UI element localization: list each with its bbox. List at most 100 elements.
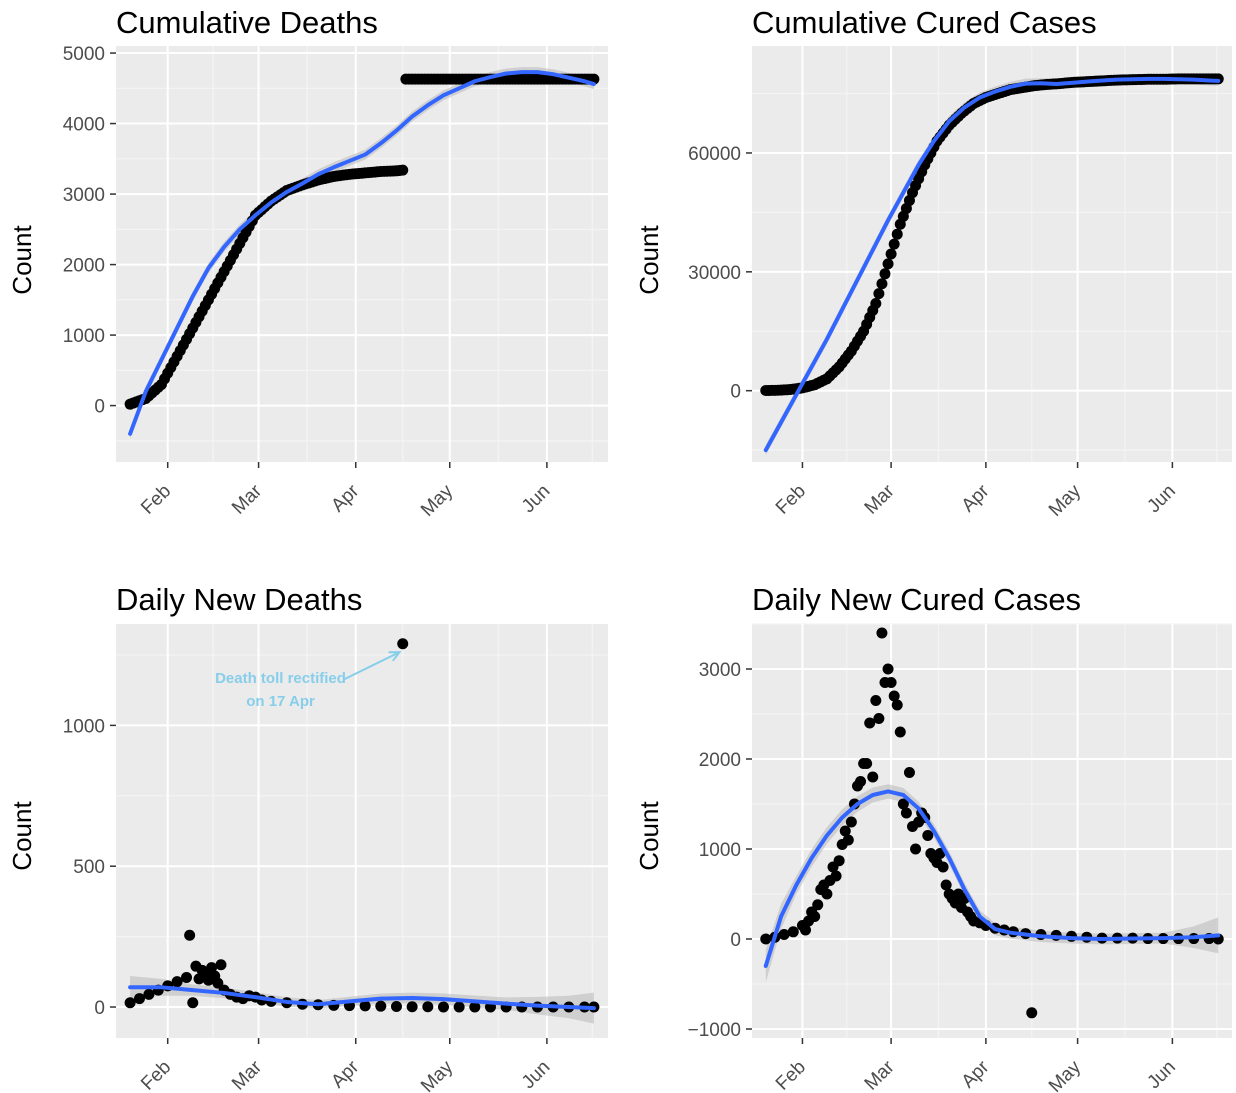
annotation: Death toll rectified on 17 Apr (215, 651, 402, 710)
data-point (940, 879, 952, 891)
data-point (842, 834, 854, 846)
data-point (359, 1000, 371, 1012)
smooth-line (128, 985, 596, 1011)
data-point (124, 997, 136, 1009)
data-point (888, 690, 900, 702)
data-point (181, 971, 193, 983)
y-axis-label: Count (634, 801, 664, 871)
data-point (1026, 1007, 1038, 1019)
data-point (882, 258, 894, 270)
data-point (152, 381, 164, 393)
y-axis-label: Count (634, 225, 664, 295)
data-point (916, 166, 928, 178)
y-tick-label: 0 (730, 382, 741, 403)
y-tick-label: 500 (73, 857, 105, 878)
plot-background (752, 46, 1232, 462)
y-tick-label: 2000 (699, 750, 741, 771)
data-point (171, 976, 183, 988)
data-point (903, 195, 915, 207)
y-tick-label: 5000 (63, 44, 105, 65)
data-point (900, 807, 912, 819)
y-axis-label: Count (7, 801, 37, 871)
data-point (812, 899, 824, 911)
smooth-line (763, 76, 1221, 453)
y-tick-label: 4000 (63, 115, 105, 136)
data-point (406, 1001, 418, 1013)
data-point (867, 304, 879, 316)
data-point (897, 798, 909, 810)
panel-title: Daily New Cured Cases (752, 582, 1081, 617)
data-point (873, 713, 885, 724)
y-axis-ticks: 0 500 1000 (63, 716, 116, 1019)
data-point (876, 278, 888, 290)
confidence-band-area (130, 67, 594, 439)
annotation-arrow (344, 651, 401, 681)
grid-lines (116, 46, 608, 462)
data-point (397, 638, 409, 650)
data-point (215, 271, 227, 283)
y-tick-label: 1000 (63, 326, 105, 347)
data-point (885, 677, 897, 688)
data-point (873, 288, 885, 300)
data-point (143, 988, 155, 1000)
data-point (760, 933, 772, 945)
y-tick-label: 0 (730, 930, 741, 951)
data-point (394, 164, 406, 176)
smooth-curve (128, 985, 596, 1011)
y-axis-label: Count (7, 225, 37, 295)
data-point (922, 830, 934, 841)
smooth-line (763, 789, 1221, 968)
data-point (199, 299, 211, 311)
y-tick-label: 2000 (63, 256, 105, 277)
data-point (469, 1001, 481, 1013)
y-tick-label: 30000 (688, 263, 741, 284)
data-point (833, 855, 845, 867)
data-point (882, 663, 894, 675)
panel-daily-new-deaths: Daily New Deaths Count Death toll rectif… (7, 582, 608, 1093)
data-point (888, 238, 900, 250)
y-tick-label: −1000 (688, 1020, 741, 1041)
data-point (845, 816, 857, 828)
data-point (809, 911, 821, 922)
smooth-curve (128, 70, 596, 436)
data-point (453, 1001, 465, 1013)
y-axis-ticks: 0 30000 60000 (688, 144, 752, 403)
data-point (375, 1000, 387, 1012)
plot-background (752, 624, 1232, 1038)
confidence-band (130, 67, 594, 439)
data-point (778, 929, 790, 940)
y-tick-label: 3000 (699, 660, 741, 681)
data-point (184, 328, 196, 340)
data-point (891, 699, 903, 711)
data-point (910, 843, 922, 855)
data-point (800, 924, 812, 936)
data-point (864, 717, 876, 729)
data-point (184, 929, 196, 941)
data-point (885, 248, 897, 260)
data-point (894, 726, 906, 738)
plot-background (116, 46, 608, 462)
annotation-arrowhead (388, 651, 402, 662)
y-tick-label: 60000 (688, 144, 741, 165)
data-point (168, 356, 180, 368)
grid-lines (752, 46, 1232, 462)
data-point (855, 330, 867, 342)
panel-title: Daily New Deaths (116, 582, 362, 617)
data-points (124, 638, 600, 1013)
y-tick-label: 3000 (63, 185, 105, 206)
data-point (937, 861, 949, 873)
data-point (855, 776, 867, 787)
annotation-text-line1: Death toll rectified (215, 670, 346, 687)
data-point (206, 962, 218, 974)
y-tick-label: 0 (94, 998, 105, 1019)
smooth-curve (763, 76, 1221, 453)
data-point (187, 997, 199, 1009)
data-point (821, 888, 833, 900)
data-point (861, 758, 873, 769)
panel-title: Cumulative Deaths (116, 5, 378, 40)
data-point (934, 848, 946, 859)
data-point (830, 870, 842, 882)
data-point (212, 977, 224, 989)
data-point (437, 1001, 449, 1013)
